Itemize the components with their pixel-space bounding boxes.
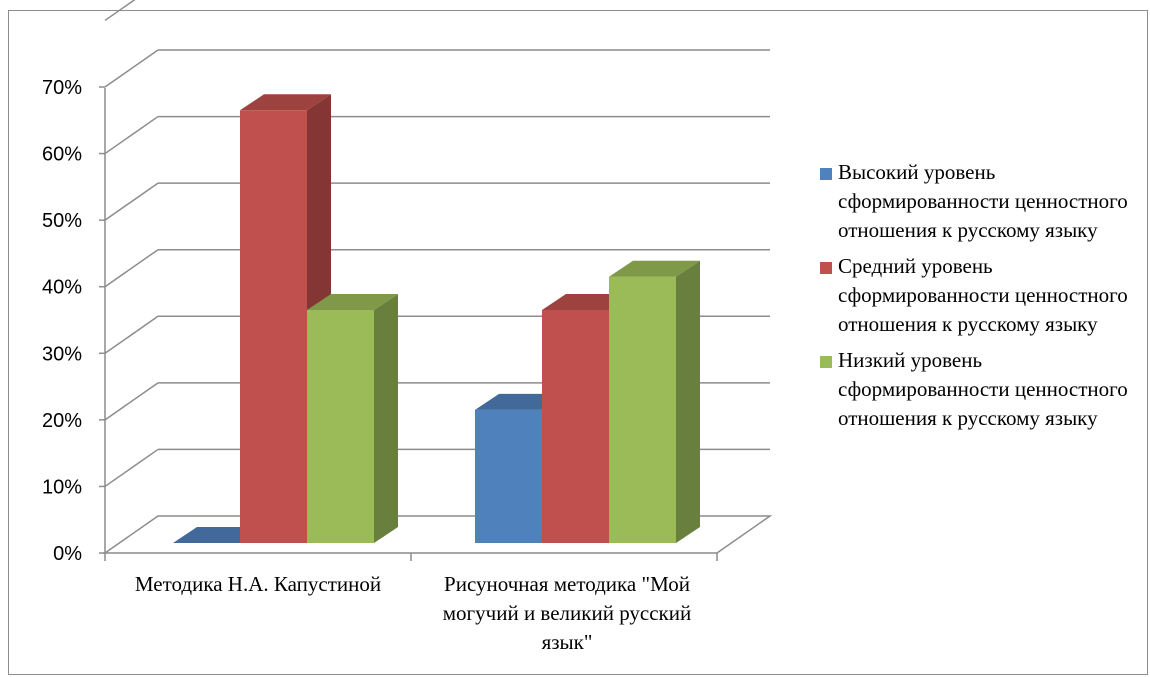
gridline-side xyxy=(104,49,159,88)
gridline-side xyxy=(104,115,159,155)
category-label-1: Методика Н.А. Капустиной xyxy=(134,572,382,596)
bar-front xyxy=(307,310,374,543)
gridline-side xyxy=(104,249,159,288)
y-tick-label: 40% xyxy=(42,277,82,299)
axes xyxy=(99,86,773,561)
legend-swatch-blue xyxy=(820,168,832,180)
y-tick-label: 20% xyxy=(42,410,82,432)
gridline-side xyxy=(104,315,159,354)
y-tick-label: 30% xyxy=(42,343,82,365)
bar-front xyxy=(609,276,676,543)
y-tick-labels: 0% 10% 20% 30% 40% 50% 60% 70% xyxy=(42,77,82,565)
legend-label-low: Низкий уровень сформированности ценностн… xyxy=(838,348,1128,430)
legend-swatch-red xyxy=(820,262,832,274)
y-tick-label: 10% xyxy=(42,476,82,498)
bar-front xyxy=(240,110,307,544)
legend-item-high: Высокий уровень сформированности ценност… xyxy=(820,158,1150,245)
bars xyxy=(173,94,700,544)
category-label-2: Рисуночная методика "Мой могучий и велик… xyxy=(442,572,692,654)
gridline-side xyxy=(104,182,159,221)
y-tick-label: 50% xyxy=(42,210,82,232)
legend-item-low: Низкий уровень сформированности ценностн… xyxy=(820,346,1150,433)
legend-label-medium: Средний уровень сформированности ценност… xyxy=(838,254,1128,336)
bar-side xyxy=(374,294,398,543)
bar-side xyxy=(676,260,700,543)
bar-front xyxy=(475,409,542,543)
legend-swatch-green xyxy=(820,356,832,368)
legend-item-medium: Средний уровень сформированности ценност… xyxy=(820,252,1150,339)
bar-top xyxy=(240,94,331,111)
floor xyxy=(102,515,773,554)
bar-top xyxy=(307,294,398,310)
y-tick-label: 60% xyxy=(42,144,82,166)
bar-front xyxy=(542,310,609,543)
gridline-side xyxy=(104,0,136,22)
y-tick-label: 70% xyxy=(42,77,82,99)
bar-top xyxy=(609,260,700,277)
gridline-side xyxy=(104,382,159,421)
gridline-side xyxy=(104,448,159,488)
legend: Высокий уровень сформированности ценност… xyxy=(820,158,1150,440)
legend-label-high: Высокий уровень сформированности ценност… xyxy=(838,160,1128,242)
y-tick-label: 0% xyxy=(53,543,82,565)
